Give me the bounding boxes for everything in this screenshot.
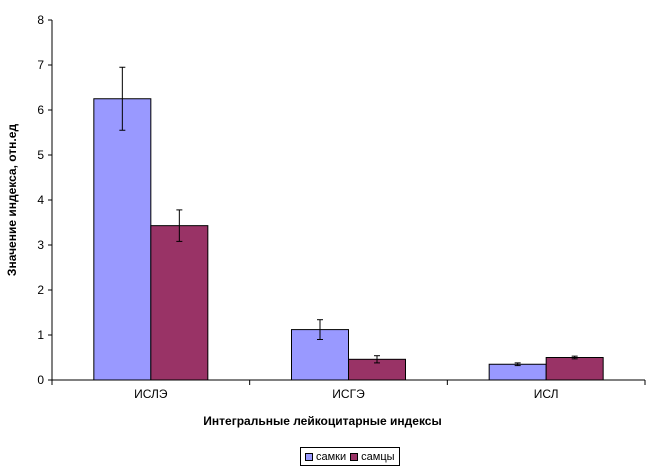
bar-1-0 (150, 225, 209, 381)
legend-label-males: самцы (361, 450, 395, 463)
x-tick-label: ИСЛЭ (134, 387, 168, 401)
y-tick-label: 2 (37, 283, 44, 297)
bar-1-2 (545, 357, 604, 381)
y-tick-label: 8 (37, 13, 44, 27)
plot-area: 0 1 2 3 4 5 6 7 8 ИСЛЭ ИСГЭ ИСЛ (37, 13, 646, 401)
bar-0-1 (291, 329, 349, 381)
legend-swatch-males (350, 452, 359, 461)
x-axis-title: Интегральные лейкоцитарные индексы (203, 414, 441, 428)
legend-item-males: самцы (350, 450, 395, 463)
x-tick-label: ИСГЭ (332, 387, 365, 401)
legend-label-females: самки (316, 450, 347, 463)
y-axis-title: Значение индекса, отн.ед (5, 124, 19, 277)
legend: самки самцы (300, 447, 400, 466)
y-tick-label: 0 (37, 373, 44, 387)
y-tick-label: 1 (37, 328, 44, 342)
y-tick-label: 6 (37, 103, 44, 117)
y-tick-label: 4 (37, 193, 44, 207)
y-tick-label: 7 (37, 58, 44, 72)
legend-item-females: самки (305, 451, 346, 463)
bar-0-0 (93, 98, 152, 381)
y-tick-label: 5 (37, 148, 44, 162)
y-tick-label: 3 (37, 238, 44, 252)
bar-0-2 (488, 363, 547, 381)
legend-swatch-females (305, 452, 313, 461)
x-tick-label: ИСЛ (534, 387, 559, 401)
